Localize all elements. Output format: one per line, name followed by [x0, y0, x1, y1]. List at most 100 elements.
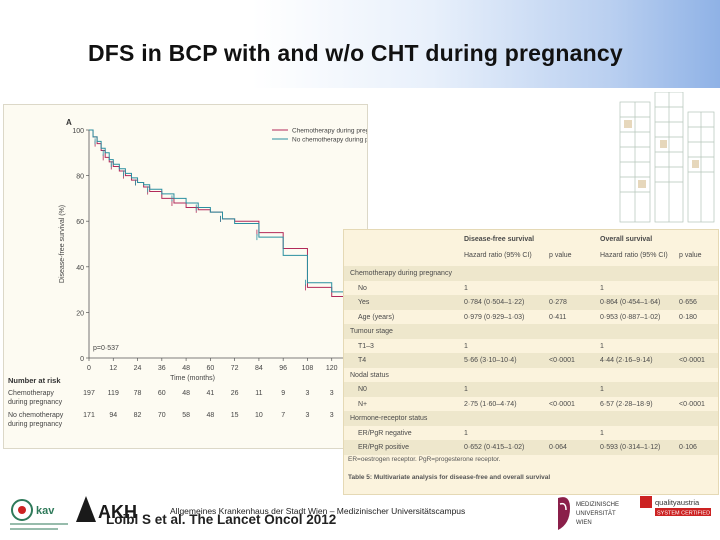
row-label: No [358, 284, 367, 292]
risk-count: 82 [134, 412, 142, 419]
p-value: p=0·537 [93, 345, 119, 352]
kav-logo: kav [10, 499, 68, 530]
svg-text:WIEN: WIEN [576, 520, 592, 526]
p-os-cell: <0·0001 [679, 400, 705, 408]
svg-text:AKH: AKH [98, 502, 137, 522]
km-figure-panel: 1008060402000122436486072849610812013ADi… [3, 104, 368, 449]
hr-os-cell: 4·44 (2·16–9·14) [600, 357, 653, 364]
risk-count: 3 [330, 412, 334, 419]
svg-text:UNIVERSITÄT: UNIVERSITÄT [576, 510, 616, 517]
y-axis-label: Disease-free survival (%) [59, 205, 66, 283]
p-os-cell: 0·106 [679, 444, 697, 451]
x-tick-label: 84 [255, 365, 263, 372]
hr-dfs-cell: 5·66 (3·10–10·4) [464, 357, 517, 364]
x-tick-label: 72 [231, 365, 239, 372]
x-tick-label: 12 [109, 365, 117, 372]
risk-count: 7 [281, 412, 285, 419]
risk-count: 48 [206, 412, 214, 419]
col-p-dfs: p value [549, 252, 572, 259]
table-row: N+ 2·75 (1·60–4·74) <0·0001 6·57 (2·28–18·9… [344, 397, 718, 412]
footer-institution: Allgemeines Krankenhaus der Stadt Wien –… [170, 506, 466, 516]
hr-dfs-cell: 1 [464, 284, 468, 292]
risk-row-label: Chemotherapy [8, 390, 54, 397]
row-label: Hormone-receptor status [350, 415, 428, 422]
p-dfs-cell: <0·0001 [549, 357, 575, 364]
risk-row-label: No chemotherapy [8, 412, 64, 419]
os-group-header: Overall survival [600, 236, 653, 243]
row-label: T4 [358, 357, 367, 364]
hr-os-cell: 1 [600, 429, 604, 437]
panel-letter: A [66, 118, 72, 127]
x-tick-label: 96 [279, 365, 287, 372]
svg-text:qualityaustria: qualityaustria [655, 498, 700, 507]
table-caption: Table 5: Multivariate analysis for disea… [348, 474, 551, 481]
slide-title: DFS in BCP with and w/o CHT during pregn… [88, 40, 623, 66]
risk-count: 3 [306, 412, 310, 419]
qualityaustria-logo: qualityaustria SYSTEM CERTIFIED [640, 496, 711, 517]
risk-count: 15 [231, 412, 239, 419]
p-dfs-cell: 0·278 [549, 299, 567, 306]
risk-count: 48 [182, 390, 190, 397]
svg-text:MEDIZINISCHE: MEDIZINISCHE [576, 502, 619, 508]
hr-os-cell: 0·593 (0·314–1·12) [600, 444, 661, 451]
hr-dfs-cell: 1 [464, 386, 468, 393]
row-label: T1–3 [358, 342, 374, 350]
row-label: Age (years) [358, 313, 395, 321]
risk-count: 3 [330, 390, 334, 397]
risk-count: 58 [182, 412, 190, 419]
risk-count: 94 [109, 412, 117, 419]
table-row: No 1 1 [344, 281, 718, 296]
p-os-cell: 0·656 [679, 299, 697, 306]
svg-text:kav: kav [36, 505, 55, 517]
risk-count: 26 [231, 390, 239, 397]
table-row: Age (years) 0·979 (0·929–1·03) 0·411 0·953 … [344, 310, 718, 325]
citation: Loibl S et al. The Lancet Oncol 2012 [106, 512, 337, 527]
risk-count: 171 [83, 412, 95, 419]
x-tick-label: 120 [326, 365, 338, 372]
risk-count: 119 [108, 390, 119, 397]
table-row: Yes 0·784 (0·504–1·22) 0·278 0·864 (0·454–1… [344, 295, 718, 310]
table-row: ER/PgR positive 0·652 (0·415–1·02) 0·064 0·… [344, 440, 718, 455]
x-tick-label: 24 [134, 365, 142, 372]
risk-count: 9 [281, 390, 285, 397]
hr-os-cell: 1 [600, 386, 604, 393]
slide-header: DFS in BCP with and w/o CHT during pregn… [0, 0, 720, 88]
risk-count: 78 [134, 390, 142, 397]
hr-dfs-cell: 1 [464, 429, 468, 437]
risk-row-sublabel: during pregnancy [8, 399, 63, 406]
col-p-os: p value [679, 252, 702, 259]
x-tick-label: 0 [87, 365, 91, 372]
row-label: Nodal status [350, 371, 389, 379]
table-row: T1–3 1 1 [344, 339, 718, 354]
risk-count: 70 [158, 412, 166, 419]
risk-count: 60 [158, 390, 166, 397]
risk-row-sublabel: during pregnancy [8, 421, 63, 428]
y-tick-label: 80 [76, 174, 84, 181]
row-label: Tumour stage [350, 328, 393, 335]
p-os-cell: <0·0001 [679, 357, 705, 364]
building-graphic [619, 92, 715, 223]
row-label: ER/PgR positive [358, 444, 409, 451]
x-axis-label: Time (months) [170, 375, 215, 382]
svg-text:SYSTEM CERTIFIED: SYSTEM CERTIFIED [657, 511, 710, 517]
x-tick-label: 108 [302, 365, 314, 372]
col-hr-os: Hazard ratio (95% CI) [600, 252, 668, 259]
risk-title: Number at risk [8, 376, 61, 385]
y-tick-label: 0 [80, 356, 84, 363]
akh-logo: AKH [76, 496, 137, 522]
table-row: ER/PgR negative 1 1 [344, 426, 718, 441]
y-tick-label: 40 [76, 265, 84, 272]
legend-label-chemo: Chemotherapy during pregnancy [292, 128, 367, 135]
multivariate-table: Disease-free survival Overall survival H… [343, 229, 719, 495]
hr-os-cell: 0·953 (0·887–1·02) [600, 313, 661, 321]
table-section-row: Tumour stage [344, 324, 718, 339]
row-label: Chemotherapy during pregnancy [350, 270, 452, 277]
legend-label-no-chemo: No chemotherapy during pregnancy [292, 137, 367, 144]
y-tick-label: 60 [76, 219, 84, 226]
table-section-row: Chemotherapy during pregnancy [344, 266, 718, 281]
risk-count: 197 [83, 390, 95, 397]
hr-dfs-cell: 0·784 (0·504–1·22) [464, 299, 525, 306]
table-row: N0 1 1 [344, 382, 718, 397]
hr-os-cell: 1 [600, 284, 604, 292]
table-header-groups: Disease-free survival Overall survival [344, 232, 718, 247]
